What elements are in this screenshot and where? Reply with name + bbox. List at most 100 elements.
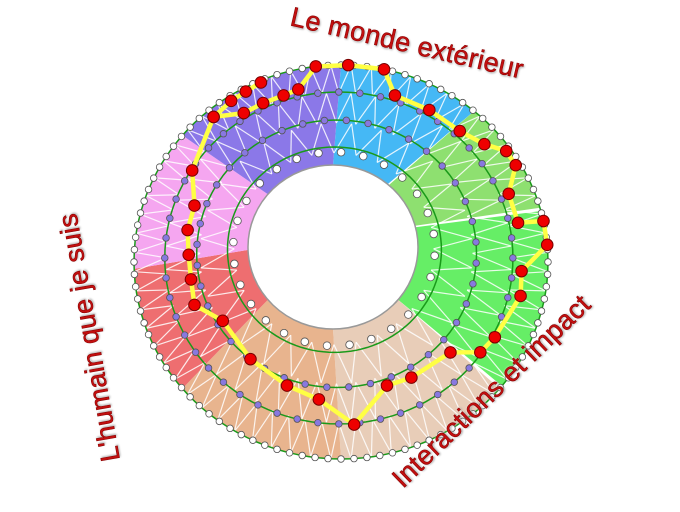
mesh-edge	[431, 267, 472, 271]
graph-node	[261, 316, 271, 325]
mesh-edge	[233, 394, 244, 432]
graph-node	[150, 174, 158, 182]
mesh-edge	[430, 226, 472, 240]
graph-node	[504, 214, 512, 222]
graph-node	[413, 75, 421, 83]
graph-node	[438, 162, 446, 170]
graph-node	[452, 318, 461, 327]
mesh-edge	[234, 125, 264, 145]
center-hole	[247, 164, 419, 330]
mesh-edge	[166, 234, 202, 247]
mesh-edge	[392, 103, 400, 135]
mesh-edge	[321, 421, 332, 459]
graph-node	[233, 216, 242, 226]
mesh-edge	[290, 335, 292, 377]
graph-node	[404, 135, 413, 143]
mesh-edge	[174, 144, 196, 167]
graph-node	[299, 120, 307, 128]
graph-node	[273, 70, 281, 79]
graph-node	[401, 70, 409, 79]
graph-node	[133, 221, 142, 229]
graph-node	[150, 342, 158, 350]
graph-node	[193, 261, 201, 270]
mesh-edge	[320, 344, 335, 383]
mesh-edge	[376, 334, 410, 365]
graph-node	[204, 364, 213, 372]
mesh-edge	[139, 289, 170, 311]
graph-node	[258, 136, 267, 145]
graph-node	[376, 415, 385, 423]
graph-node	[226, 424, 234, 433]
path-node	[540, 238, 554, 252]
mesh-edge	[370, 419, 374, 457]
mesh-edge	[239, 323, 273, 346]
mesh-edge	[153, 334, 187, 347]
graph-node	[155, 353, 164, 361]
graph-node	[254, 401, 262, 409]
graph-node	[205, 410, 213, 418]
mesh-edge	[392, 112, 422, 136]
mesh-edge	[134, 251, 167, 259]
path-node	[511, 216, 525, 230]
graph-node	[322, 341, 332, 350]
graph-node	[479, 401, 487, 410]
mesh-edge	[277, 378, 299, 413]
path-node	[185, 164, 199, 177]
graph-node	[197, 282, 205, 290]
mesh-edge	[467, 289, 508, 294]
mesh-edge	[423, 183, 453, 208]
mesh-edge	[503, 305, 537, 329]
mesh-edge	[139, 213, 170, 227]
mesh-edge	[351, 123, 357, 156]
mesh-edge	[395, 323, 410, 364]
path-node	[478, 137, 491, 151]
graph-node	[425, 436, 433, 444]
mesh-edge	[201, 374, 218, 409]
path-node	[423, 103, 436, 117]
mesh-edge	[411, 308, 434, 346]
graph-node	[261, 441, 269, 449]
graph-node	[136, 307, 145, 315]
graph-node	[537, 307, 546, 315]
graph-node	[472, 238, 480, 246]
mesh-edge	[338, 422, 352, 459]
mesh-edge	[217, 385, 230, 421]
graph-node	[225, 164, 234, 172]
graph-node	[385, 126, 393, 134]
graph-node	[387, 373, 395, 381]
mesh-edge	[330, 65, 340, 94]
graph-node	[472, 259, 480, 267]
path-node	[502, 187, 516, 201]
mesh-edge	[409, 362, 443, 391]
mesh-edge	[350, 382, 357, 423]
graph-node	[215, 417, 224, 426]
path-node	[388, 89, 402, 102]
path-node	[254, 76, 268, 89]
mesh-edge	[145, 195, 174, 211]
mesh-edge	[263, 334, 292, 365]
mesh-edge	[146, 194, 180, 197]
graph-node	[417, 292, 426, 302]
mesh-edge	[460, 129, 495, 142]
path-node	[453, 124, 467, 138]
mesh-edge	[201, 115, 230, 131]
mesh-edge	[335, 383, 352, 423]
graph-node	[504, 293, 512, 302]
mesh-edge	[472, 144, 508, 154]
graph-node	[496, 132, 505, 141]
mesh-edge	[199, 323, 223, 357]
graph-node	[512, 363, 520, 372]
path-node	[514, 289, 527, 303]
mesh-edge	[411, 183, 452, 190]
graph-node	[518, 353, 527, 361]
graph-node	[469, 280, 477, 288]
mesh-edge	[207, 289, 245, 297]
graph-node	[529, 330, 538, 339]
mesh-edge	[355, 66, 372, 95]
graph-node	[424, 350, 433, 359]
graph-node	[186, 393, 194, 401]
path-node	[224, 94, 238, 108]
graph-node	[311, 453, 319, 462]
mesh-edge	[395, 142, 410, 175]
